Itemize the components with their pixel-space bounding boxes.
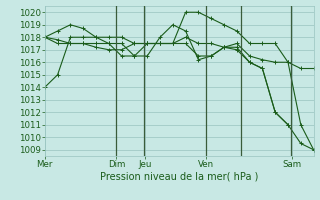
X-axis label: Pression niveau de la mer( hPa ): Pression niveau de la mer( hPa ) bbox=[100, 172, 258, 182]
